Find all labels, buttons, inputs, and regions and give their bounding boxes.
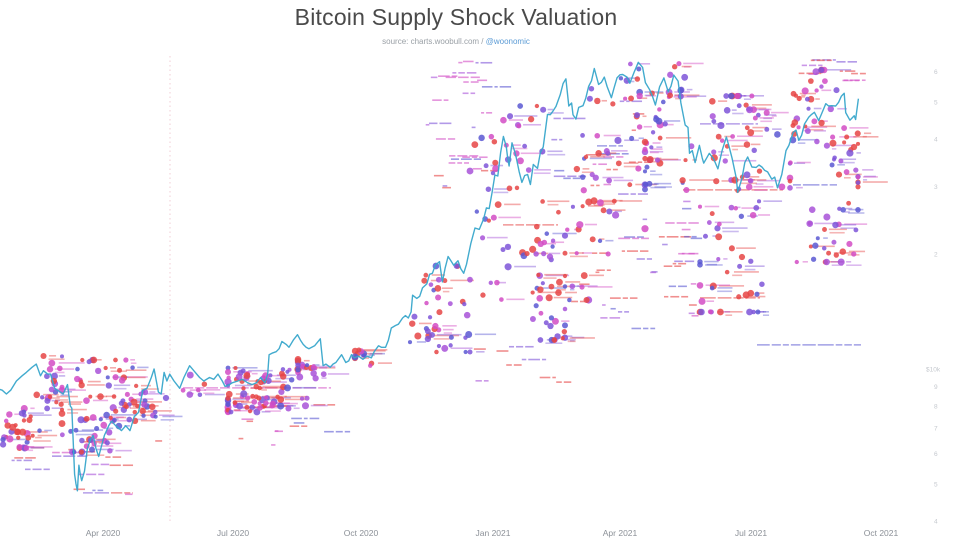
- svg-text:Jan 2021: Jan 2021: [476, 528, 511, 538]
- scatter-annotation-rows: [83, 123, 861, 494]
- y-axis-labels: 6 5 4 3 2 $10k 9 8 7 6 5 4: [926, 69, 941, 525]
- woonomic-link[interactable]: @woonomic: [485, 37, 530, 46]
- svg-text:4: 4: [934, 519, 938, 526]
- svg-text:9: 9: [934, 384, 938, 391]
- scatter-dots: [0, 61, 861, 456]
- svg-text:Jul 2020: Jul 2020: [217, 528, 249, 538]
- source-text: source: charts.woobull.com /: [382, 37, 486, 46]
- x-axis-labels: Apr 2020 Jul 2020 Oct 2020 Jan 2021 Apr 2021…: [86, 528, 899, 538]
- svg-text:3: 3: [934, 184, 938, 191]
- svg-text:Oct 2021: Oct 2021: [864, 528, 899, 538]
- svg-text:2: 2: [934, 252, 938, 259]
- svg-text:4: 4: [934, 137, 938, 144]
- svg-text:Apr 2021: Apr 2021: [603, 528, 638, 538]
- source-line: source: charts.woobull.com / @woonomic: [0, 37, 912, 46]
- svg-text:Oct 2020: Oct 2020: [344, 528, 379, 538]
- svg-text:8: 8: [934, 404, 938, 411]
- price-line: [0, 61, 860, 492]
- svg-text:Apr 2020: Apr 2020: [86, 528, 121, 538]
- svg-text:6: 6: [934, 69, 938, 76]
- svg-text:5: 5: [934, 99, 938, 106]
- svg-text:6: 6: [934, 451, 938, 458]
- svg-text:7: 7: [934, 426, 938, 433]
- svg-text:5: 5: [934, 481, 938, 488]
- page-title: Bitcoin Supply Shock Valuation: [294, 4, 618, 30]
- svg-text:Jul 2021: Jul 2021: [735, 528, 767, 538]
- svg-text:$10k: $10k: [926, 367, 941, 374]
